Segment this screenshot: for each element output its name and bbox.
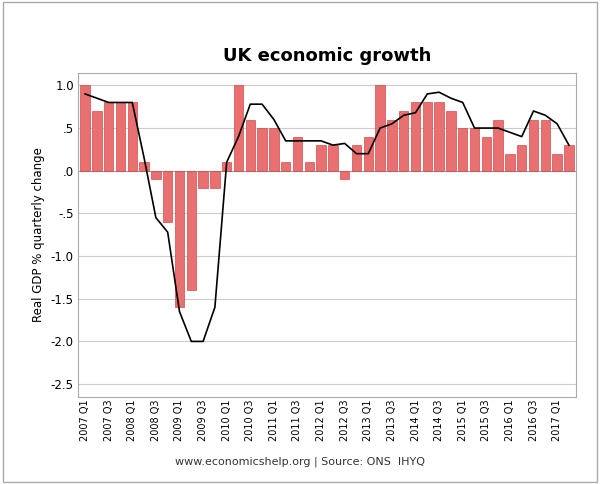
Bar [92, 111, 101, 171]
Bar [529, 120, 538, 171]
Bar [352, 145, 361, 171]
Bar [269, 128, 278, 171]
Bar [128, 103, 137, 171]
Bar [222, 162, 232, 171]
Bar [234, 85, 243, 171]
Bar [199, 171, 208, 188]
Bar [482, 136, 491, 171]
Bar [328, 145, 338, 171]
Bar [210, 171, 220, 188]
Bar [80, 85, 90, 171]
Bar [376, 85, 385, 171]
Bar [422, 103, 432, 171]
Bar [175, 171, 184, 307]
Bar [293, 136, 302, 171]
Bar [458, 128, 467, 171]
Bar [139, 162, 149, 171]
Bar [517, 145, 526, 171]
Bar [340, 171, 349, 179]
Bar [434, 103, 444, 171]
Y-axis label: Real GDP % quarterly change: Real GDP % quarterly change [32, 147, 45, 322]
Bar [104, 103, 113, 171]
Bar [387, 120, 397, 171]
Bar [305, 162, 314, 171]
Title: UK economic growth: UK economic growth [223, 47, 431, 65]
Bar [187, 171, 196, 290]
Bar [446, 111, 455, 171]
Bar [257, 128, 267, 171]
Bar [505, 154, 515, 171]
Bar [281, 162, 290, 171]
Bar [470, 128, 479, 171]
Bar [541, 120, 550, 171]
Bar [116, 103, 125, 171]
Bar [564, 145, 574, 171]
Bar [163, 171, 172, 222]
Bar [411, 103, 420, 171]
Bar [364, 136, 373, 171]
Text: www.economicshelp.org | Source: ONS  IHYQ: www.economicshelp.org | Source: ONS IHYQ [175, 456, 425, 467]
Bar [553, 154, 562, 171]
Bar [493, 120, 503, 171]
Bar [245, 120, 255, 171]
Bar [399, 111, 409, 171]
Bar [316, 145, 326, 171]
Bar [151, 171, 161, 179]
